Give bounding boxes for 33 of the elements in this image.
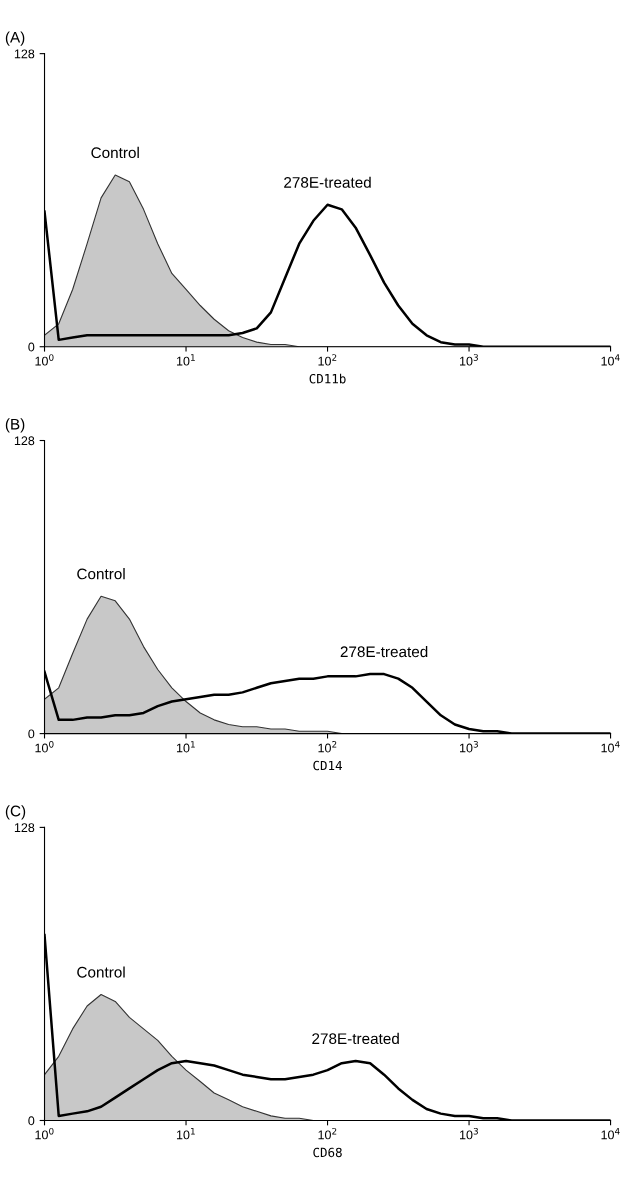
x-tick-label: 10$^{4}$: [601, 741, 620, 753]
series-label: 278E-treated: [312, 1032, 399, 1045]
series-label: Control: [77, 568, 125, 580]
chart-title: (A): [5, 31, 25, 46]
y-tick-label: 0: [28, 342, 35, 352]
x-tick-label: 10$^{2}$: [318, 354, 337, 366]
x-tick-label: 10$^{2}$: [318, 1127, 337, 1140]
x-tick-label: 10$^{1}$: [176, 1128, 195, 1140]
chart-title: (B): [5, 418, 25, 433]
series-label: 278E-treated: [284, 176, 371, 188]
x-tick-label: 10$^{1}$: [176, 354, 195, 366]
x-tick-label: 10$^{0}$: [35, 354, 54, 366]
x-axis-title: CD11b: [309, 373, 346, 384]
x-tick-label: 10$^{1}$: [176, 741, 195, 753]
y-tick-label: 0: [28, 1116, 35, 1126]
x-tick-label: 10$^{0}$: [35, 741, 54, 753]
y-tick-label: 128: [14, 436, 35, 446]
series-label: Control: [91, 146, 139, 159]
x-tick-label: 10$^{0}$: [35, 1127, 54, 1140]
x-axis-title: CD68: [313, 1147, 342, 1158]
x-tick-label: 10$^{4}$: [601, 1128, 620, 1140]
y-tick-label: 0: [28, 729, 35, 739]
series-label: 278E-treated: [340, 645, 428, 658]
x-tick-label: 10$^{3}$: [460, 741, 478, 753]
x-axis-title: CD14: [313, 760, 342, 771]
series-label: Control: [77, 966, 125, 978]
x-tick-label: 10$^{4}$: [601, 354, 620, 366]
y-tick-label: 128: [14, 49, 35, 59]
chart-title: (C): [5, 805, 26, 820]
y-tick-label: 128: [14, 823, 35, 833]
x-tick-label: 10$^{3}$: [460, 1127, 478, 1140]
x-tick-label: 10$^{3}$: [460, 354, 478, 366]
x-tick-label: 10$^{2}$: [318, 741, 337, 753]
